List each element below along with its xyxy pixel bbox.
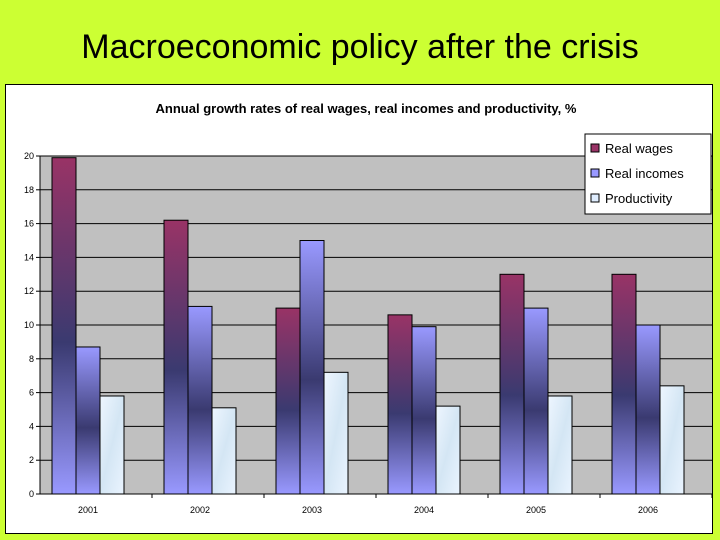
- slide-title: Macroeconomic policy after the crisis: [81, 28, 639, 66]
- bar-real-wages: [499, 273, 525, 495]
- y-tick-label: 18: [24, 185, 34, 195]
- y-tick-label: 8: [29, 354, 34, 364]
- bar-real-incomes: [299, 240, 325, 495]
- y-tick-label: 16: [24, 219, 34, 229]
- y-tick-label: 20: [24, 151, 34, 161]
- bar-real-incomes: [635, 324, 661, 495]
- legend-swatch: [590, 168, 600, 178]
- bar-real-wages: [387, 314, 413, 495]
- chart-frame: Annual growth rates of real wages, real …: [5, 84, 713, 534]
- legend-box: [584, 133, 712, 215]
- bar-real-wages: [51, 157, 77, 495]
- bar-real-wages: [611, 273, 637, 495]
- bar-productivity: [659, 385, 685, 495]
- x-tick-label: 2006: [638, 505, 658, 515]
- x-tick-label: 2004: [414, 505, 434, 515]
- x-tick-label: 2001: [78, 505, 98, 515]
- y-tick-label: 12: [24, 286, 34, 296]
- bar-real-incomes: [411, 326, 437, 495]
- bar-productivity: [547, 395, 573, 495]
- legend-label: Real wages: [605, 141, 673, 156]
- bar-real-wages: [275, 307, 301, 495]
- y-tick-label: 4: [29, 421, 34, 431]
- bar-real-incomes: [187, 305, 213, 495]
- chart-title: Annual growth rates of real wages, real …: [156, 101, 577, 116]
- bar-real-incomes: [75, 346, 101, 495]
- legend-label: Real incomes: [605, 166, 684, 181]
- bar-real-wages: [163, 219, 189, 495]
- legend-label: Productivity: [605, 191, 673, 206]
- bar-productivity: [211, 407, 237, 495]
- y-tick-label: 14: [24, 252, 34, 262]
- y-tick-label: 0: [29, 489, 34, 499]
- bar-real-incomes: [523, 307, 549, 495]
- bar-productivity: [435, 405, 461, 495]
- y-tick-label: 6: [29, 388, 34, 398]
- legend-swatch: [590, 193, 600, 203]
- bar-productivity: [99, 395, 125, 495]
- x-tick-label: 2003: [302, 505, 322, 515]
- y-tick-label: 10: [24, 320, 34, 330]
- y-tick-label: 2: [29, 455, 34, 465]
- bar-productivity: [323, 371, 349, 495]
- bar-chart: Annual growth rates of real wages, real …: [24, 101, 712, 515]
- legend-swatch: [590, 143, 600, 153]
- x-tick-label: 2005: [526, 505, 546, 515]
- x-tick-label: 2002: [190, 505, 210, 515]
